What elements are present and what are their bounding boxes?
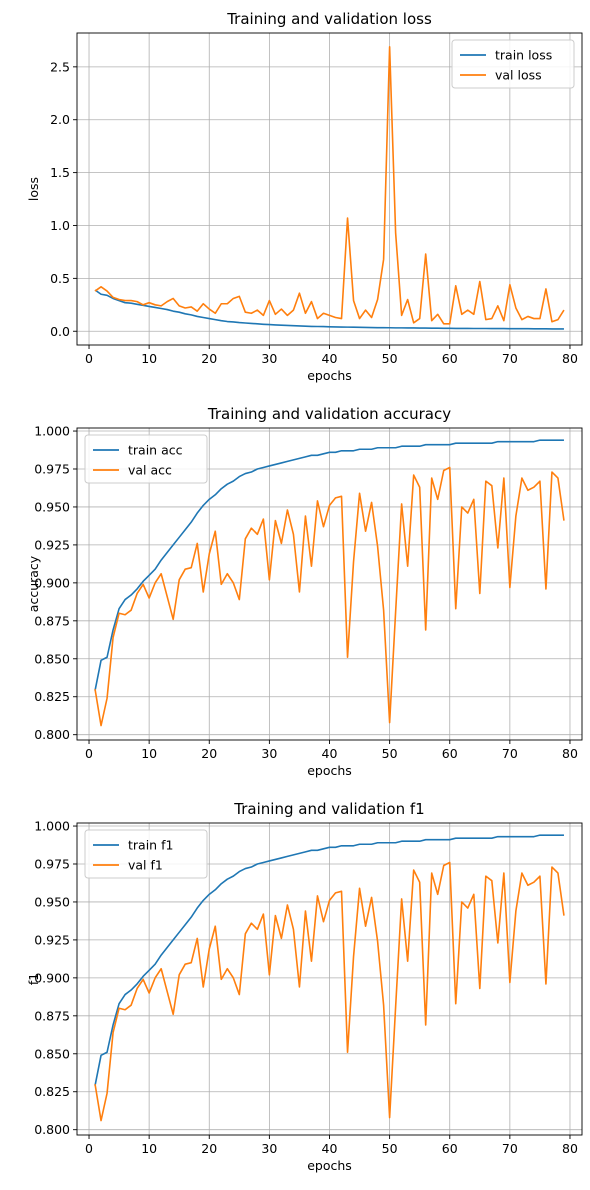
chart-title: Training and validation f1 <box>233 800 424 818</box>
series-line-loss-0 <box>94 289 564 330</box>
x-tick-label: 30 <box>261 351 277 366</box>
legend-label-0: train acc <box>128 443 183 458</box>
x-tick-label: 40 <box>322 746 338 761</box>
y-tick-label: 0.800 <box>34 727 70 742</box>
chart-f1: 0 10 20 30 40 50 60 70 80 0.800 0.825 0.850 0.875 0.9… <box>26 800 583 1173</box>
legend-box <box>84 829 208 879</box>
legend-label-1: val f1 <box>128 858 163 873</box>
y-tick-label: 0.825 <box>34 1084 70 1099</box>
x-tick-label: 30 <box>261 1141 277 1156</box>
x-tick-label: 70 <box>502 746 518 761</box>
legend-label-1: val loss <box>495 68 542 83</box>
y-tick-label: 0.975 <box>34 856 70 871</box>
series-line-loss-1 <box>94 45 565 325</box>
x-axis-label: epochs <box>307 368 352 383</box>
y-tick-label: 2.0 <box>50 112 70 127</box>
legend-label-0: train f1 <box>128 838 173 853</box>
y-tick-label: 0.875 <box>34 1008 70 1023</box>
x-tick-label: 40 <box>322 351 338 366</box>
y-axis-label: loss <box>26 177 41 201</box>
legend: train f1 val f1 <box>84 829 208 879</box>
x-axis-label: epochs <box>307 763 352 778</box>
y-tick-label: 1.000 <box>34 424 70 439</box>
legend: train loss val loss <box>451 39 575 89</box>
y-tick-label: 0.950 <box>34 894 70 909</box>
y-tick-label: 0.900 <box>34 970 70 985</box>
x-tick-label: 60 <box>442 746 458 761</box>
y-tick-label: 0.900 <box>34 575 70 590</box>
y-tick-label: 0.850 <box>34 1046 70 1061</box>
legend-box <box>451 39 575 89</box>
x-tick-label: 0 <box>85 351 93 366</box>
x-tick-label: 20 <box>201 746 217 761</box>
y-tick-label: 0.950 <box>34 499 70 514</box>
y-axis-label: f1 <box>26 973 41 985</box>
x-tick-label: 50 <box>382 1141 398 1156</box>
y-tick-label: 0.850 <box>34 651 70 666</box>
chart-title: Training and validation loss <box>226 10 432 28</box>
x-tick-label: 80 <box>562 351 578 366</box>
chart-title: Training and validation accuracy <box>207 405 451 423</box>
y-tick-label: 1.0 <box>50 218 70 233</box>
legend: train acc val acc <box>84 434 208 484</box>
x-tick-label: 60 <box>442 351 458 366</box>
x-tick-label: 80 <box>562 746 578 761</box>
series-line-f1-1 <box>94 861 565 1122</box>
y-tick-label: 1.5 <box>50 165 70 180</box>
y-tick-label: 0.825 <box>34 689 70 704</box>
x-tick-label: 0 <box>85 1141 93 1156</box>
chart-accuracy: 0 10 20 30 40 50 60 70 80 0.800 0.825 0.850 0.875 0.9… <box>26 405 583 778</box>
x-tick-label: 60 <box>442 1141 458 1156</box>
x-tick-label: 10 <box>141 746 157 761</box>
legend-box <box>84 434 208 484</box>
y-tick-label: 1.000 <box>34 819 70 834</box>
x-tick-label: 50 <box>382 746 398 761</box>
y-tick-label: 0.875 <box>34 613 70 628</box>
x-tick-label: 30 <box>261 746 277 761</box>
x-tick-label: 0 <box>85 746 93 761</box>
x-tick-label: 70 <box>502 351 518 366</box>
x-tick-label: 20 <box>201 1141 217 1156</box>
y-tick-label: 0.975 <box>34 461 70 476</box>
x-tick-label: 50 <box>382 351 398 366</box>
series-line-f1-0 <box>94 834 564 1086</box>
y-tick-label: 2.5 <box>50 59 70 74</box>
y-tick-label: 0.925 <box>34 932 70 947</box>
series-line-accuracy-1 <box>94 466 565 727</box>
x-axis-label: epochs <box>307 1158 352 1173</box>
y-tick-label: 0.0 <box>50 324 70 339</box>
x-tick-label: 20 <box>201 351 217 366</box>
legend-label-1: val acc <box>128 463 172 478</box>
x-tick-label: 80 <box>562 1141 578 1156</box>
chart-loss: 0 10 20 30 40 50 60 70 80 0.0 0.5 1.0 1.5 2.0 2.5 Train… <box>26 10 583 383</box>
x-tick-label: 40 <box>322 1141 338 1156</box>
x-tick-label: 10 <box>141 1141 157 1156</box>
x-tick-label: 10 <box>141 351 157 366</box>
legend-label-0: train loss <box>495 48 552 63</box>
x-tick-label: 70 <box>502 1141 518 1156</box>
y-tick-label: 0.800 <box>34 1122 70 1137</box>
series-line-accuracy-0 <box>94 439 564 691</box>
y-tick-label: 0.925 <box>34 537 70 552</box>
y-tick-label: 0.5 <box>50 271 70 286</box>
y-axis-label: accuracy <box>26 555 41 612</box>
